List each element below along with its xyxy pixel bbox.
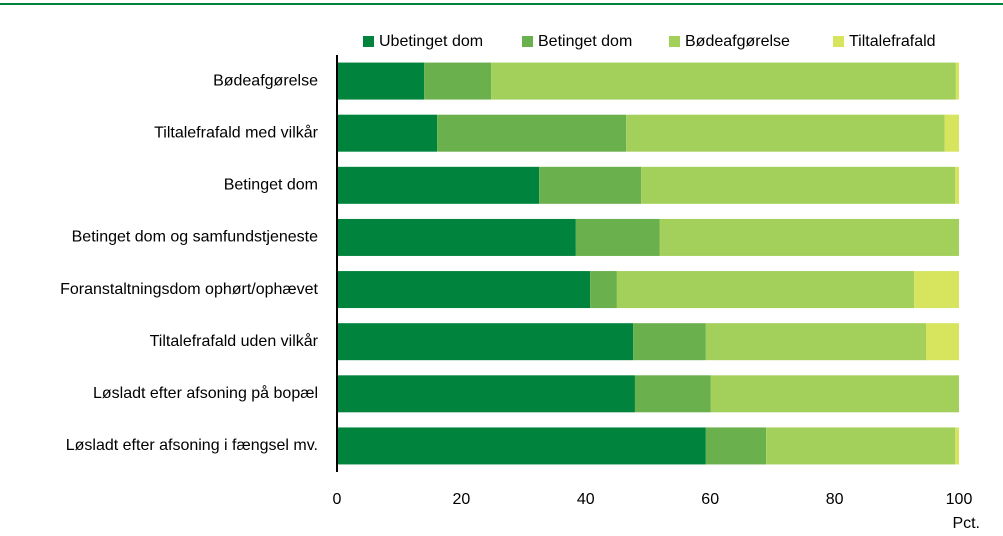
bar-segment [337,323,634,361]
bar-segment [659,218,959,256]
legend-label: Ubetinget dom [379,33,483,50]
y-tick-label: Foranstaltningsdom ophørt/ophævet [60,281,318,298]
y-tick-label: Løsladt efter afsoning på bopæl [93,384,318,402]
bar-segment [424,62,492,100]
bar-segment [337,62,425,100]
legend-swatch [833,36,844,47]
y-tick-label: Bødeafgørelse [213,72,318,89]
bar-segment [914,271,959,309]
x-axis-label: Pct. [952,515,980,532]
bar-segment [634,375,711,413]
bar-segment [955,166,959,204]
bar-segment [539,166,642,204]
bar-segment [337,271,591,309]
x-tick-label: 0 [333,491,342,508]
bar-segment [616,271,915,309]
legend-label: Betinget dom [538,33,632,50]
legend-swatch [363,36,374,47]
bar-segment [575,218,660,256]
bar-segment [641,166,956,204]
bar-segment [766,427,956,465]
bar-segment [337,114,438,152]
bar-segment [926,323,959,361]
bar-segment [337,427,706,465]
x-tick-label: 100 [946,491,973,508]
bar-segment [437,114,627,152]
y-tick-label: Tiltalefrafald uden vilkår [150,332,319,350]
x-tick-label: 20 [453,491,471,508]
y-tick-label: Tiltalefrafald med vilkår [154,123,319,141]
x-tick-label: 80 [826,491,844,508]
legend-swatch [669,36,680,47]
legend-label: Tiltalefrafald [849,33,936,50]
y-tick-label: Betinget dom og samfundstjeneste [72,229,318,246]
bar-segment [955,427,959,465]
bar-segment [337,166,540,204]
bar-segment [944,114,959,152]
bar-segment [337,375,635,413]
legend-label: Bødeafgørelse [685,33,790,50]
x-tick-label: 60 [701,491,719,508]
x-tick-label: 40 [577,491,595,508]
bar-segment [626,114,945,152]
y-tick-label: Løsladt efter afsoning i fængsel mv. [66,437,318,454]
y-tick-label: Betinget dom [224,177,318,194]
bar-segment [710,375,959,413]
legend-swatch [522,36,533,47]
bar-segment [337,218,576,256]
bar-segment [955,62,959,100]
bar-segment [590,271,617,309]
bar-segment [705,427,767,465]
bar-segment [705,323,927,361]
bar-segment [491,62,956,100]
bar-segment [633,323,706,361]
